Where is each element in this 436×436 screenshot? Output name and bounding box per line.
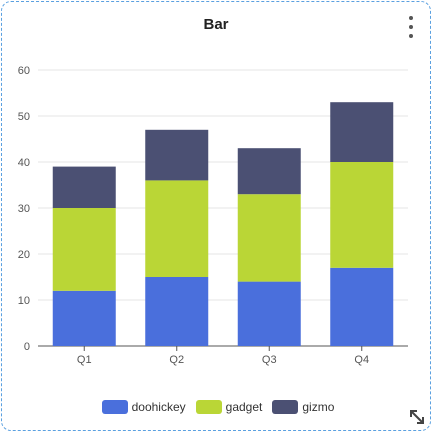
- bar-gizmo-q2[interactable]: [145, 129, 209, 181]
- bar-chart: 0 10 20 30 40 50 60 Q1 Q2 Q3 Q4: [18, 65, 408, 366]
- bar-gadget-q4[interactable]: [330, 162, 394, 268]
- x-tick-label: Q1: [77, 354, 92, 366]
- y-tick-label: 40: [18, 157, 30, 169]
- legend-swatch-gizmo: [272, 400, 299, 414]
- bar-gizmo-q3[interactable]: [237, 148, 301, 195]
- bar-doohickey-q1[interactable]: [52, 290, 116, 346]
- legend-label-doohickey: doohickey: [131, 400, 186, 414]
- bar-gizmo-q4[interactable]: [330, 102, 394, 162]
- legend-swatch-doohickey: [101, 400, 128, 414]
- menu-dot: [409, 16, 413, 20]
- bar-doohickey-q2[interactable]: [145, 277, 209, 346]
- x-tick-label: Q2: [169, 354, 184, 366]
- bar-gadget-q2[interactable]: [145, 180, 209, 277]
- x-tick-label: Q3: [262, 354, 277, 366]
- y-tick-label: 50: [18, 111, 30, 123]
- legend-label-gadget: gadget: [225, 400, 263, 414]
- y-tick-label: 60: [18, 65, 30, 77]
- x-tick-label: Q4: [354, 354, 369, 366]
- bar-gadget-q3[interactable]: [237, 194, 301, 282]
- bar-gadget-q1[interactable]: [52, 208, 116, 291]
- resize-icon[interactable]: [408, 408, 426, 426]
- y-tick-label: 30: [18, 203, 30, 215]
- bar-doohickey-q4[interactable]: [330, 267, 394, 346]
- y-tick-label: 0: [24, 341, 30, 353]
- chart-title: Bar: [203, 16, 229, 33]
- y-tick-label: 20: [18, 249, 30, 261]
- legend-item-doohickey[interactable]: doohickey: [101, 400, 186, 414]
- legend-item-gadget[interactable]: gadget: [195, 400, 263, 414]
- legend-swatch-gadget: [195, 400, 222, 414]
- y-tick-label: 10: [18, 295, 30, 307]
- menu-dot: [409, 34, 413, 38]
- menu-dot: [409, 25, 413, 29]
- bar-doohickey-q3[interactable]: [237, 281, 301, 346]
- bar-gizmo-q1[interactable]: [52, 166, 116, 208]
- chart-legend: doohickey gadget gizmo: [0, 400, 436, 414]
- legend-item-gizmo[interactable]: gizmo: [272, 400, 334, 414]
- more-options-icon[interactable]: [406, 16, 416, 38]
- legend-label-gizmo: gizmo: [302, 400, 335, 414]
